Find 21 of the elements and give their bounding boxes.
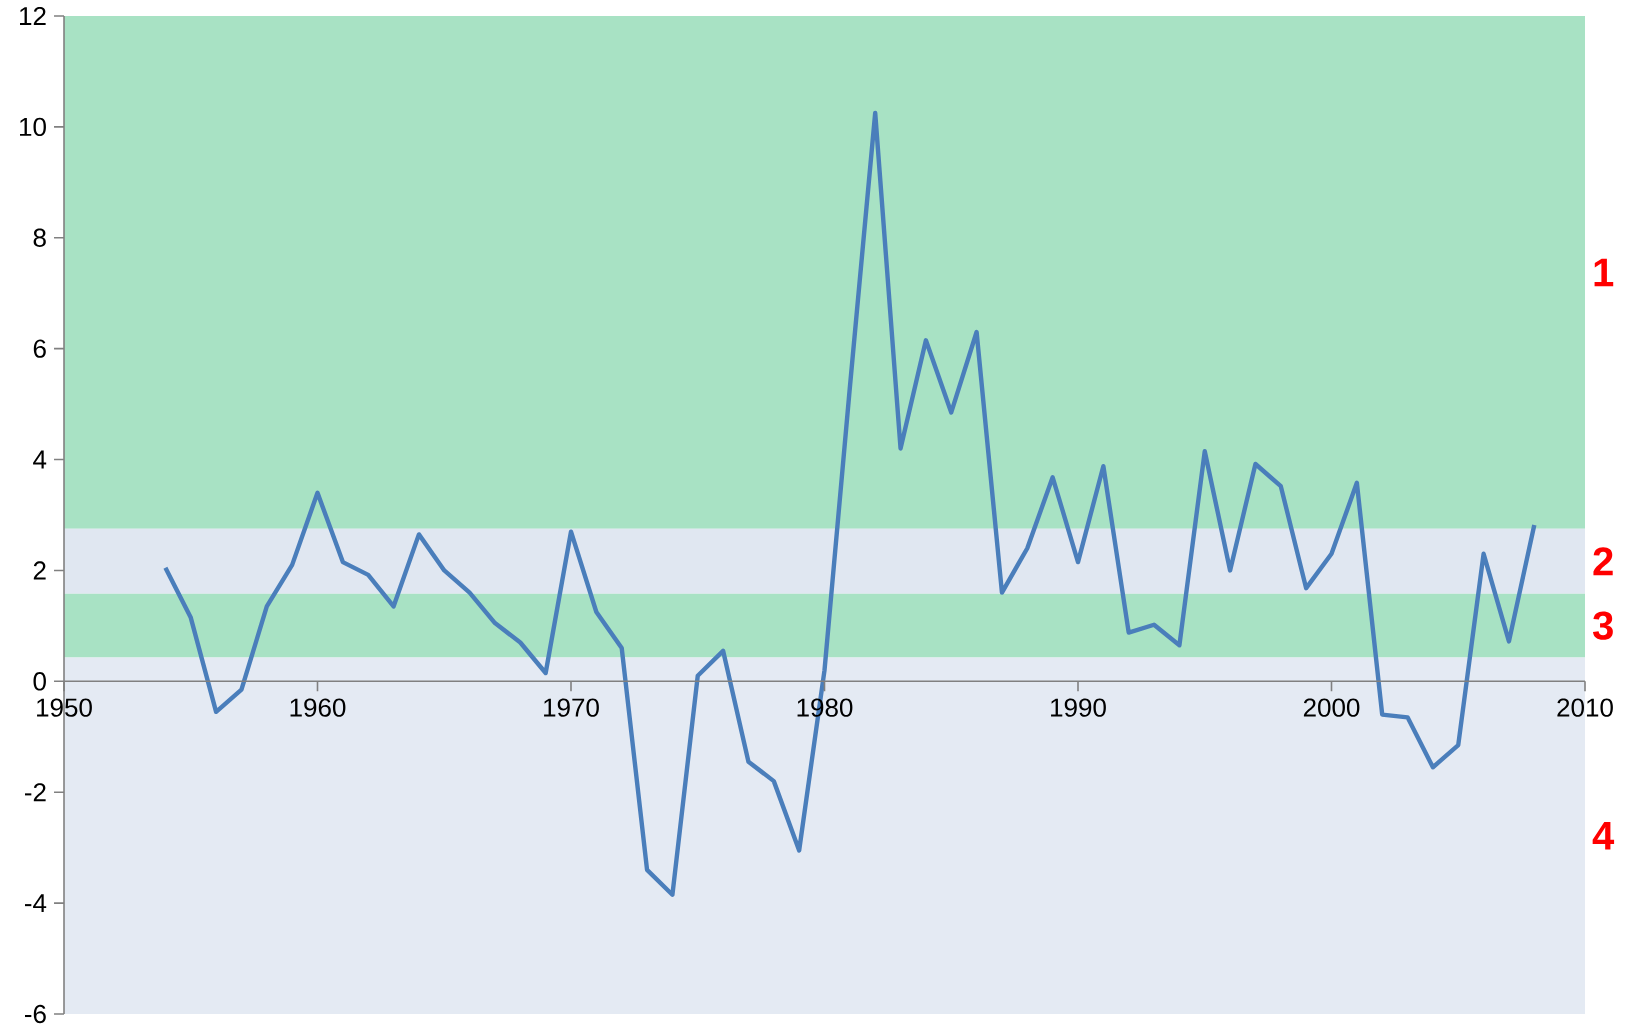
x-tick-label: 1990 xyxy=(1051,698,1106,717)
y-tick-label: 2 xyxy=(33,561,46,580)
x-tick-label: 1960 xyxy=(290,698,346,717)
y-tick-label: -2 xyxy=(24,783,46,802)
x-tick-label: 1950 xyxy=(37,698,92,717)
y-tick-label: -4 xyxy=(24,894,47,913)
y-tick-label: 6 xyxy=(33,339,46,358)
band-label: 1 xyxy=(1594,258,1614,287)
y-tick-label: 10 xyxy=(20,117,46,137)
y-tick-label: -6 xyxy=(24,1004,46,1024)
y-tick-label: 0 xyxy=(33,672,46,691)
y-tick-label: 12 xyxy=(20,6,46,26)
x-tick-label: 1970 xyxy=(544,698,599,717)
band-label: 4 xyxy=(1592,822,1615,850)
x-tick-label: 2010 xyxy=(1557,698,1613,717)
band-label: 2 xyxy=(1593,547,1613,576)
band-label: 3 xyxy=(1592,611,1613,640)
line-series xyxy=(163,110,1537,898)
y-tick-label: 8 xyxy=(33,228,46,248)
x-tick-label: 2000 xyxy=(1303,698,1360,717)
y-tick-label: 4 xyxy=(33,450,47,469)
